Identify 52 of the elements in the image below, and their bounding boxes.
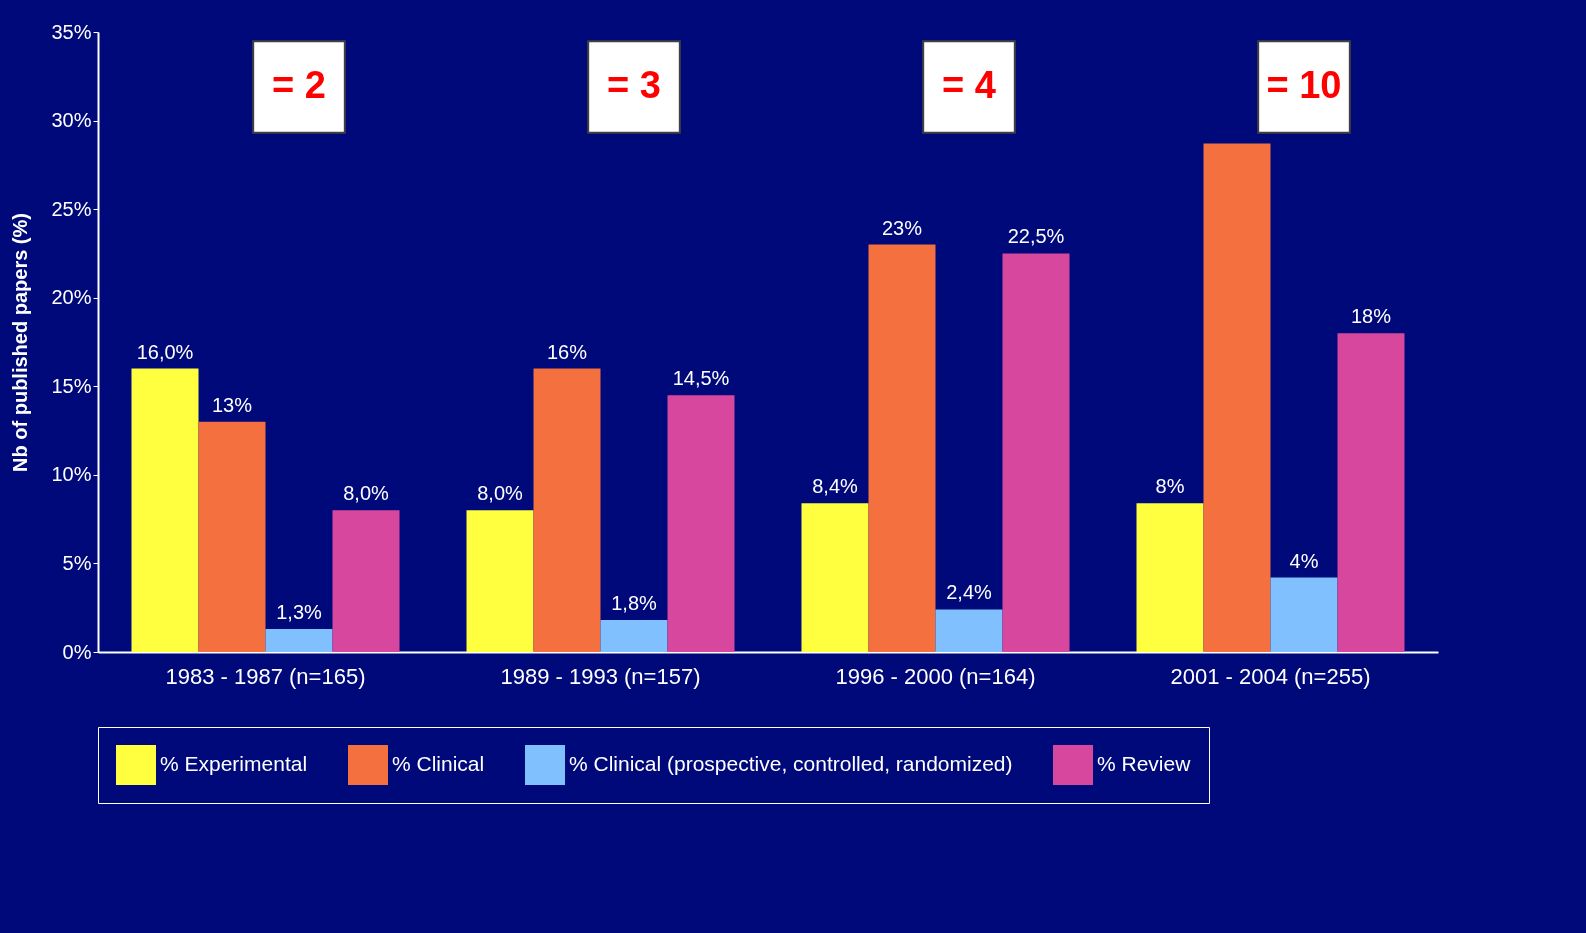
bar [1002, 253, 1070, 652]
data-label: 8% [1155, 475, 1185, 498]
data-label: 22,5% [1007, 225, 1065, 248]
x-tick-label: 1983 - 1987 (n=165) [165, 663, 366, 689]
bar [600, 620, 668, 652]
data-label: 1,8% [611, 592, 658, 615]
data-label: 14,5% [672, 367, 730, 390]
data-label: 18% [1350, 305, 1392, 328]
legend-label: % Review [1097, 752, 1192, 775]
annotation: = 10 [1266, 64, 1342, 106]
y-tick-label: 10% [51, 463, 92, 486]
y-axis-title: Nb of published papers (%) [9, 213, 32, 472]
legend-label: % Clinical (prospective, controlled, randomized) [569, 752, 1013, 775]
data-label: 8,0% [477, 482, 524, 505]
bar [935, 609, 1003, 652]
bar [533, 368, 601, 652]
bar [1136, 503, 1204, 652]
legend-label: % Clinical [392, 752, 485, 775]
legend-label: % Experimental [160, 752, 308, 775]
annotation: = 4 [942, 64, 996, 106]
data-label: 16% [546, 340, 588, 363]
bar [868, 244, 936, 652]
data-label: 23% [881, 216, 923, 239]
data-label: 4% [1289, 549, 1319, 572]
y-tick-label: 30% [51, 109, 92, 132]
bar [131, 368, 199, 652]
y-tick-label: 25% [51, 197, 92, 220]
x-tick-label: 1989 - 1993 (n=157) [500, 663, 701, 689]
y-tick-label: 20% [51, 286, 92, 309]
bar [466, 510, 534, 652]
data-label: 8,4% [812, 475, 859, 498]
annotation: = 3 [607, 64, 661, 106]
bar [265, 628, 333, 652]
x-tick-label: 2001 - 2004 (n=255) [1170, 663, 1371, 689]
data-label: 13% [211, 393, 253, 416]
x-tick-label: 1996 - 2000 (n=164) [835, 663, 1036, 689]
y-tick-label: 0% [62, 640, 92, 663]
bar [667, 395, 735, 652]
data-label: 1,3% [276, 600, 323, 623]
y-tick-label: 15% [51, 374, 92, 397]
bar [1203, 143, 1271, 652]
annotation: = 2 [272, 64, 326, 106]
y-tick-label: 35% [51, 20, 92, 43]
data-label: 16,0% [136, 340, 194, 363]
bar [332, 510, 400, 652]
data-label: 2,4% [946, 581, 993, 604]
y-tick-label: 5% [62, 551, 92, 574]
bar [1337, 333, 1405, 652]
bar [801, 503, 869, 652]
data-label: 8,0% [343, 482, 390, 505]
bar [198, 421, 266, 652]
bar [1270, 577, 1338, 652]
